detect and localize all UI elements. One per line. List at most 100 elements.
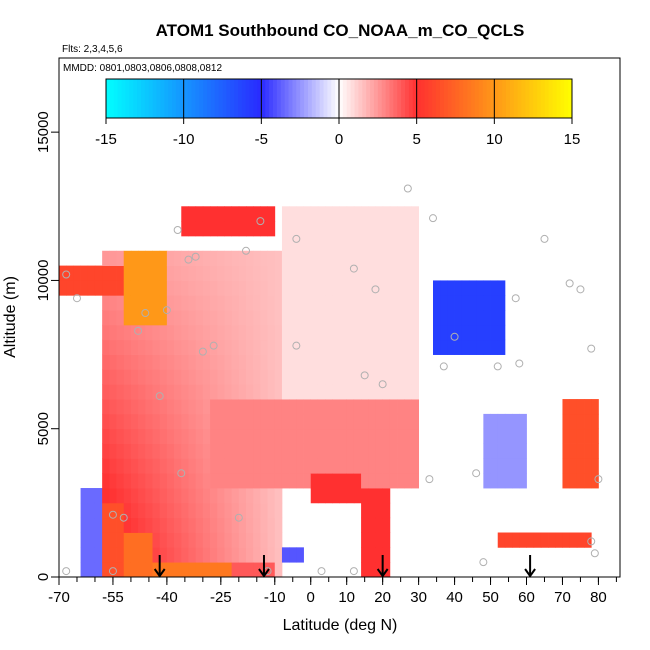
heatmap-cell bbox=[246, 413, 254, 430]
heatmap-cell bbox=[116, 310, 125, 326]
colorbar-segment bbox=[505, 79, 511, 118]
heatmap-cell bbox=[174, 473, 182, 489]
heatmap-cell bbox=[397, 221, 405, 237]
heatmap-cell bbox=[289, 413, 297, 430]
heatmap-cell bbox=[440, 310, 448, 326]
heatmap-cell bbox=[274, 473, 283, 489]
heatmap-cell bbox=[123, 295, 132, 311]
heatmap-cell bbox=[253, 265, 261, 281]
heatmap-cell bbox=[174, 310, 182, 326]
heatmap-cell bbox=[188, 399, 197, 415]
heatmap-cell bbox=[188, 369, 197, 385]
colorbar-segment bbox=[307, 79, 313, 118]
heatmap-cell bbox=[210, 384, 218, 400]
heatmap-cell bbox=[289, 265, 297, 281]
heatmap-cell bbox=[202, 502, 211, 519]
heatmap-cell bbox=[238, 280, 247, 296]
colorbar-segment bbox=[160, 79, 165, 118]
colorbar-tick-label: 5 bbox=[412, 131, 420, 148]
heatmap-cell bbox=[116, 547, 125, 563]
heatmap-cell bbox=[397, 428, 405, 444]
colorbar-segment bbox=[199, 79, 204, 118]
heatmap-cell bbox=[267, 547, 276, 563]
heatmap-cell bbox=[497, 532, 506, 548]
heatmap-cell bbox=[368, 399, 376, 415]
colorbar-segment bbox=[164, 79, 169, 118]
colorbar-segment bbox=[494, 79, 499, 118]
heatmap-cell bbox=[289, 310, 297, 326]
heatmap-cell bbox=[339, 265, 348, 281]
heatmap-cell bbox=[555, 532, 563, 548]
heatmap-cell bbox=[102, 354, 110, 370]
heatmap-cell bbox=[145, 443, 153, 459]
heatmap-cell bbox=[102, 265, 110, 281]
heatmap-cell bbox=[238, 399, 247, 415]
heatmap-cell bbox=[483, 428, 491, 444]
colorbar-segment bbox=[241, 79, 247, 118]
heatmap-cell bbox=[87, 488, 96, 504]
heatmap-cell bbox=[317, 250, 326, 266]
heatmap-cell bbox=[73, 265, 81, 281]
heatmap-cell bbox=[339, 369, 348, 385]
heatmap-cell bbox=[253, 324, 261, 341]
heatmap-cell bbox=[368, 235, 376, 252]
heatmap-cell bbox=[382, 532, 391, 548]
heatmap-cell bbox=[181, 310, 189, 326]
heatmap-cell bbox=[361, 221, 369, 237]
heatmap-cell bbox=[202, 473, 211, 489]
heatmap-cell bbox=[94, 517, 103, 533]
heatmap-cell bbox=[411, 221, 420, 237]
colorbar-segment bbox=[540, 79, 546, 118]
heatmap-cell bbox=[130, 384, 139, 400]
heatmap-cell bbox=[231, 384, 240, 400]
heatmap-cell bbox=[332, 458, 340, 474]
heatmap-cell bbox=[238, 562, 247, 578]
colorbar-segment bbox=[133, 79, 138, 118]
heatmap-cell bbox=[397, 473, 405, 489]
heatmap-cell bbox=[123, 250, 132, 266]
heatmap-cell bbox=[123, 473, 132, 489]
colorbar-segment bbox=[420, 79, 425, 118]
heatmap-cell bbox=[433, 324, 441, 341]
heatmap-cell bbox=[382, 324, 391, 341]
heatmap-cell bbox=[289, 235, 297, 252]
heatmap-cell bbox=[267, 443, 276, 459]
heatmap-cell bbox=[404, 324, 412, 341]
heatmap-cell bbox=[289, 280, 297, 296]
heatmap-cell bbox=[246, 502, 254, 519]
heatmap-cell bbox=[253, 428, 261, 444]
heatmap-cell bbox=[310, 473, 319, 489]
heatmap-cell bbox=[138, 310, 146, 326]
heatmap-cell bbox=[346, 399, 355, 415]
heatmap-cell bbox=[447, 339, 455, 355]
heatmap-cell bbox=[195, 547, 204, 563]
heatmap-cell bbox=[504, 428, 513, 444]
heatmap-cell bbox=[569, 473, 578, 489]
heatmap-cell bbox=[404, 369, 412, 385]
colorbar-segment bbox=[261, 79, 266, 118]
colorbar-segment bbox=[346, 79, 352, 118]
heatmap-cell bbox=[562, 443, 571, 459]
colorbar-segment bbox=[366, 79, 371, 118]
heatmap-cell bbox=[130, 458, 139, 474]
heatmap-cell bbox=[260, 295, 268, 311]
heatmap-cell bbox=[102, 517, 110, 533]
colorbar-segment bbox=[354, 79, 359, 118]
heatmap-cell bbox=[584, 428, 592, 444]
heatmap-cell bbox=[210, 399, 218, 415]
heatmap-cell bbox=[123, 428, 132, 444]
heatmap-cell bbox=[123, 458, 132, 474]
heatmap-cell bbox=[188, 384, 197, 400]
heatmap-cell bbox=[130, 250, 139, 266]
heatmap-cell bbox=[195, 369, 204, 385]
heatmap-cell bbox=[116, 473, 125, 489]
heatmap-cell bbox=[476, 280, 484, 296]
heatmap-cell bbox=[274, 547, 283, 563]
colorbar-segment bbox=[521, 79, 526, 118]
heatmap-cell bbox=[166, 488, 175, 504]
heatmap-cell bbox=[404, 221, 412, 237]
heatmap-cell bbox=[267, 399, 276, 415]
heatmap-cell bbox=[332, 354, 340, 370]
heatmap-cell bbox=[202, 384, 211, 400]
heatmap-cell bbox=[325, 324, 333, 341]
